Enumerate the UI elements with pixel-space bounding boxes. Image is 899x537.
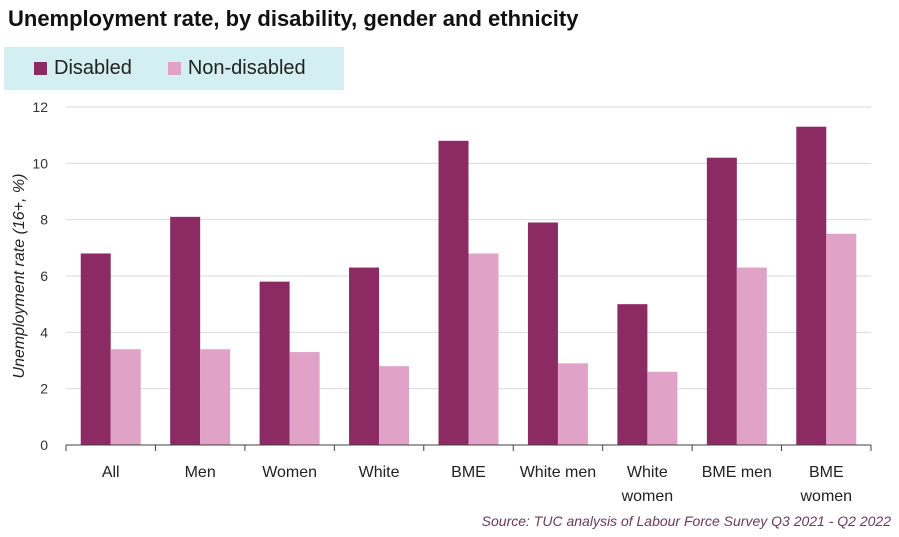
bar-non-disabled-7 <box>736 267 767 445</box>
x-category-label-5: White men <box>520 464 596 481</box>
bar-non-disabled-6 <box>647 371 678 445</box>
bar-disabled-5 <box>527 222 558 445</box>
x-category-label-6: White women <box>621 464 674 505</box>
bar-disabled-7 <box>706 157 737 445</box>
bar-non-disabled-2 <box>289 352 320 445</box>
bars <box>80 126 857 446</box>
bar-disabled-6 <box>617 304 648 445</box>
x-category-label-3: White <box>359 464 400 481</box>
y-tick-label-10: 10 <box>32 155 48 171</box>
bar-non-disabled-4 <box>468 253 499 445</box>
bar-disabled-3 <box>349 267 380 445</box>
y-tick-label-4: 4 <box>40 324 48 340</box>
x-category-label-2: Women <box>262 464 317 481</box>
x-category-label-7: BME men <box>702 464 772 481</box>
legend-label-disabled: Disabled <box>54 57 132 79</box>
bar-non-disabled-1 <box>200 349 231 445</box>
legend-swatch-non-disabled <box>167 62 181 75</box>
bar-disabled-4 <box>438 140 469 446</box>
x-category-label-1: Men <box>185 464 216 481</box>
legend-item-disabled: Disabled <box>34 57 132 80</box>
bar-disabled-1 <box>170 216 201 445</box>
y-axis-ticks: 0 2 4 6 8 10 12 <box>32 99 48 453</box>
legend-item-non-disabled: Non-disabled <box>167 57 306 80</box>
y-tick-label-2: 2 <box>40 381 48 397</box>
y-tick-label-8: 8 <box>40 212 48 228</box>
bar-non-disabled-0 <box>110 349 141 445</box>
bar-non-disabled-3 <box>379 366 410 445</box>
x-category-label-0: All <box>102 464 120 481</box>
legend-swatch-disabled <box>34 62 47 75</box>
y-tick-label-0: 0 <box>40 437 48 453</box>
bar-disabled-8 <box>796 126 827 445</box>
y-tick-label-6: 6 <box>40 268 48 284</box>
chart-title: Unemployment rate, by disability, gender… <box>8 6 579 31</box>
x-category-label-4: BME <box>451 464 486 481</box>
legend-label-non-disabled: Non-disabled <box>187 57 306 79</box>
bar-disabled-2 <box>259 281 290 445</box>
y-axis-label: Unemployment rate (16+, %) <box>11 174 28 379</box>
y-tick-label-12: 12 <box>32 99 48 115</box>
x-axis-categories: All Men Women White BME White men White women BM… <box>102 464 852 505</box>
legend: Disabled Non-disabled <box>4 47 344 90</box>
bar-non-disabled-8 <box>826 233 857 445</box>
source-note: Source: TUC analysis of Labour Force Sur… <box>481 513 891 529</box>
x-category-label-8: BME women <box>799 464 852 505</box>
bar-non-disabled-5 <box>557 363 588 445</box>
bar-disabled-0 <box>80 253 111 445</box>
